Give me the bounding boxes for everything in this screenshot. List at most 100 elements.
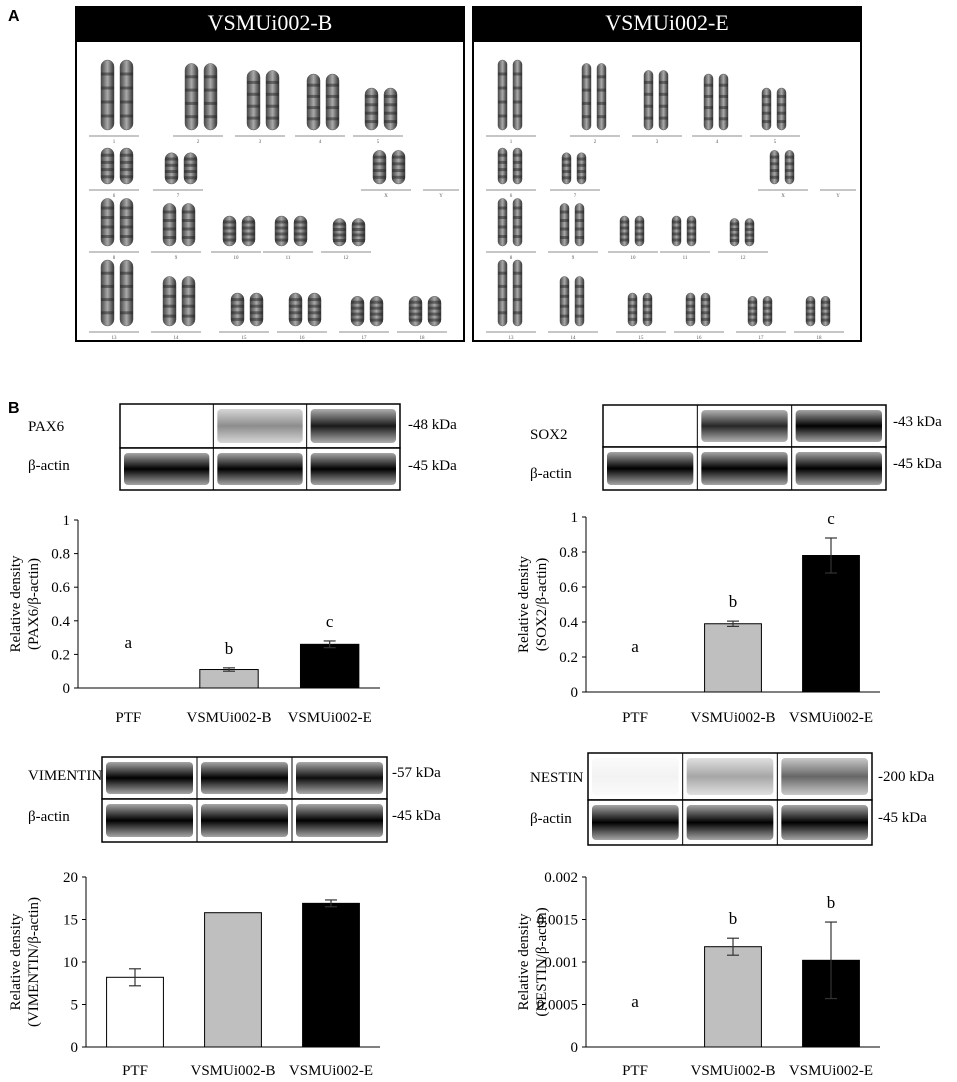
- chromosome-pair-15: 15: [616, 292, 666, 341]
- category-label: PTF: [622, 1063, 648, 1079]
- significance-letter: c: [326, 612, 334, 631]
- chromosome-label: 8: [510, 256, 513, 261]
- y-tick-label: 0.0005: [537, 998, 578, 1014]
- chromosome-pair-Y: Y: [820, 189, 856, 199]
- y-tick-label: 0.0015: [537, 913, 578, 929]
- error-bar: [727, 620, 739, 627]
- chromosome-label: 5: [774, 140, 777, 145]
- chromosome-label: 8: [113, 256, 116, 261]
- panel-b-letter: B: [8, 400, 20, 417]
- error-bar: [825, 537, 837, 574]
- chromosome-pair-7: 7: [550, 152, 600, 199]
- chromosome-pair-6: 6: [89, 147, 139, 199]
- y-axis-label: (NESTIN/β-actin): [534, 907, 550, 1016]
- blot-target-kda: -43 kDa: [893, 414, 942, 430]
- chromosome-pair-3: 3: [235, 70, 285, 145]
- chromosome-label: 17: [759, 336, 765, 341]
- y-tick-label: 0.8: [559, 545, 578, 561]
- panel-a-letter: A: [8, 8, 20, 25]
- chromosome-pair-11: 11: [660, 215, 710, 261]
- y-tick-label: 1: [63, 513, 71, 529]
- chromosome-label: 9: [572, 256, 575, 261]
- chromosome-pair-8: 8: [486, 198, 536, 261]
- chromosome-label: 7: [574, 194, 577, 199]
- y-axis-label: Relative density: [516, 555, 532, 653]
- y-tick-label: 0.2: [51, 647, 70, 663]
- y-tick-label: 0.4: [51, 614, 70, 630]
- chromosome-label: Y: [439, 194, 443, 199]
- chromosome-pair-4: 4: [295, 73, 345, 145]
- significance-letter: b: [827, 893, 836, 912]
- chromosome-pair-6: 6: [486, 147, 536, 199]
- chromosome-label: 13: [112, 336, 118, 341]
- chromosome-label: 16: [697, 336, 703, 341]
- bar-PTF: [106, 976, 164, 1048]
- chromosome-label: 1: [510, 140, 513, 145]
- y-tick-label: 20: [63, 870, 78, 886]
- category-label: PTF: [115, 710, 141, 726]
- blot-actin-label: β-actin: [28, 809, 70, 825]
- blot-actin-kda: -45 kDa: [408, 458, 457, 474]
- y-axis-label: (SOX2/β-actin): [534, 558, 550, 651]
- chromosome-label: 16: [300, 336, 306, 341]
- y-tick-label: 0: [571, 1040, 579, 1056]
- y-tick-label: 5: [71, 998, 79, 1014]
- chromosome-label: 12: [344, 256, 350, 261]
- chromosome-pair-12: 12: [321, 218, 371, 261]
- bar-VSMUi002-E: [302, 902, 360, 1048]
- karyotype-image-e: 1 2 3 4 5 6 7 X Y 8 9 10 11 12 13 14 15 16 17 18: [472, 40, 862, 342]
- bar-VSMUi002-B: [704, 946, 762, 1048]
- chromosome-pair-10: 10: [211, 215, 261, 261]
- category-label: VSMUi002-E: [789, 710, 873, 726]
- significance-letter: c: [827, 509, 835, 528]
- chromosome-pair-2: 2: [173, 63, 223, 145]
- chromosome-label: 4: [319, 140, 322, 145]
- y-axis-label: Relative density: [8, 555, 24, 653]
- bar-VSMUi002-B: [204, 912, 262, 1048]
- chromosome-pair-15: 15: [219, 292, 269, 341]
- chromosome-label: 6: [113, 194, 116, 199]
- chromosome-pair-11: 11: [263, 215, 313, 261]
- significance-letter: a: [631, 637, 639, 656]
- category-label: VSMUi002-E: [288, 710, 372, 726]
- significance-letter: b: [729, 909, 738, 928]
- chromosome-label: 7: [177, 194, 180, 199]
- y-tick-label: 0.2: [559, 650, 578, 666]
- chromosome-label: 10: [631, 256, 637, 261]
- chromosome-label: 3: [259, 140, 262, 145]
- chromosome-pair-1: 1: [89, 59, 139, 145]
- blot-actin-kda: -45 kDa: [878, 810, 927, 826]
- chromosome-pair-18: 18: [794, 296, 844, 341]
- chromosome-label: 10: [234, 256, 240, 261]
- category-label: VSMUi002-E: [289, 1063, 373, 1079]
- chromosome-label: 18: [420, 336, 426, 341]
- y-tick-label: 10: [63, 955, 78, 971]
- bar-VSMUi002-E: [802, 555, 860, 693]
- blot-target-kda: -48 kDa: [408, 417, 457, 433]
- chromosome-pair-3: 3: [632, 70, 682, 145]
- karyotype-image-b: 1 2 3 4 5 6 7 X Y 8 9 10 11 12 13 14 15 16 17 18: [75, 40, 465, 342]
- y-axis-label: (PAX6/β-actin): [26, 558, 42, 650]
- blot-actin-label: β-actin: [530, 811, 572, 827]
- chromosome-pair-9: 9: [548, 203, 598, 261]
- chromosome-pair-X: X: [361, 150, 411, 199]
- error-bar: [223, 667, 235, 672]
- error-bar: [129, 968, 141, 987]
- chromosome-label: 17: [362, 336, 368, 341]
- significance-letter: b: [729, 592, 738, 611]
- chromosome-label: 3: [656, 140, 659, 145]
- y-tick-label: 0: [63, 681, 71, 697]
- y-tick-label: 0.4: [559, 615, 578, 631]
- y-tick-label: 0: [71, 1040, 79, 1056]
- chromosome-label: 11: [683, 256, 688, 261]
- chromosome-pair-7: 7: [153, 152, 203, 199]
- significance-letter: b: [225, 639, 234, 658]
- blot-actin-kda: -45 kDa: [392, 808, 441, 824]
- chromosome-pair-5: 5: [750, 87, 800, 145]
- chromosome-label: X: [781, 194, 785, 199]
- category-label: VSMUi002-B: [690, 1063, 775, 1079]
- blot-actin-label: β-actin: [28, 458, 70, 474]
